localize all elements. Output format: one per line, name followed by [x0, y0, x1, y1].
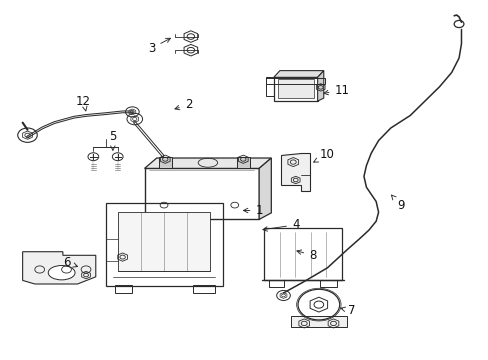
Bar: [159, 157, 171, 168]
Text: 9: 9: [391, 195, 404, 212]
Text: 5: 5: [109, 130, 116, 150]
Bar: [273, 77, 317, 101]
Text: 10: 10: [313, 148, 334, 162]
Ellipse shape: [48, 266, 75, 280]
Polygon shape: [144, 158, 271, 168]
Bar: [193, 285, 215, 293]
Bar: [268, 280, 283, 287]
Polygon shape: [317, 71, 323, 101]
Bar: [118, 212, 210, 271]
Bar: [105, 203, 222, 286]
Polygon shape: [22, 252, 96, 284]
Text: 11: 11: [323, 84, 349, 97]
Text: 4: 4: [263, 218, 299, 231]
Text: 3: 3: [148, 38, 170, 54]
Polygon shape: [281, 153, 310, 191]
Text: 7: 7: [340, 305, 355, 318]
Bar: [264, 228, 341, 280]
Text: 12: 12: [76, 95, 91, 111]
Bar: [290, 316, 346, 327]
Bar: [320, 280, 336, 287]
Bar: [266, 77, 274, 96]
Polygon shape: [273, 71, 323, 77]
Text: 2: 2: [175, 98, 192, 111]
Polygon shape: [259, 158, 271, 220]
Bar: [144, 168, 259, 220]
Bar: [266, 78, 325, 84]
Text: 6: 6: [62, 256, 78, 269]
Bar: [115, 285, 132, 293]
Text: 8: 8: [296, 249, 316, 262]
Bar: [237, 157, 249, 168]
Bar: [277, 79, 313, 98]
Text: 1: 1: [243, 204, 263, 217]
